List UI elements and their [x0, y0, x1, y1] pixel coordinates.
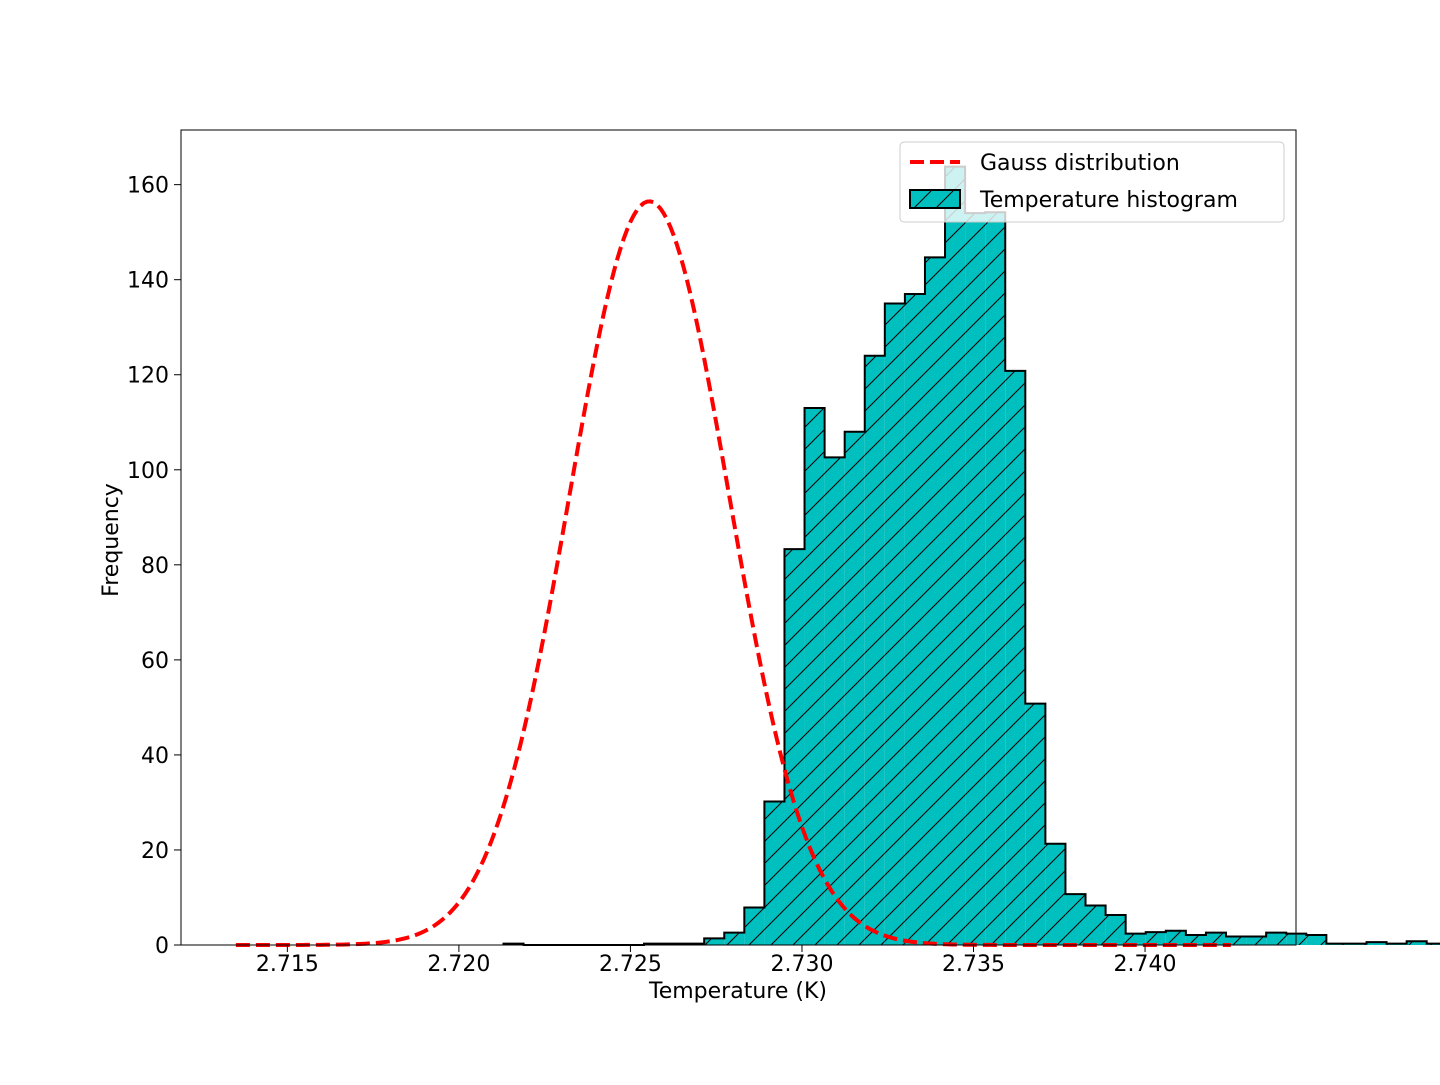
histogram-bar-hatch: [864, 355, 885, 945]
y-tick-label: 100: [127, 459, 169, 484]
histogram-bar-hatch: [904, 293, 925, 945]
histogram-bar-hatch: [985, 212, 1006, 945]
histogram-bar-hatch: [1165, 930, 1186, 945]
x-tick-label: 2.715: [256, 952, 319, 977]
x-axis-ticks: 2.715 2.720 2.725 2.730 2.735 2.740: [256, 945, 1177, 977]
histogram-bar-hatch: [965, 213, 986, 945]
histogram-bar-hatch: [744, 907, 765, 945]
histogram-bar-hatch: [1226, 936, 1247, 945]
legend-histogram-hatch: [910, 190, 960, 208]
histogram-bar-hatch: [1025, 703, 1046, 945]
histogram-bar-hatch: [1045, 843, 1066, 945]
y-tick-label: 0: [155, 934, 169, 959]
y-tick-label: 160: [127, 174, 169, 199]
histogram-bar-hatch: [945, 166, 966, 945]
y-tick-label: 140: [127, 269, 169, 294]
histogram-bar-hatch: [824, 457, 845, 945]
histogram-bar-hatch: [1005, 370, 1026, 945]
histogram-bar-hatch: [804, 408, 825, 945]
y-tick-label: 120: [127, 364, 169, 389]
histogram-bar-hatch: [724, 932, 745, 945]
x-tick-label: 2.740: [1114, 952, 1177, 977]
axes-frame: [180, 129, 1297, 946]
histogram-bar-hatch: [884, 303, 905, 945]
histogram-bar-hatch: [1145, 932, 1166, 945]
x-tick-label: 2.725: [599, 952, 662, 977]
x-tick-label: 2.730: [770, 952, 833, 977]
histogram-outline: [502, 165, 1440, 946]
y-tick-label: 40: [141, 744, 169, 769]
y-axis-ticks: 0 20 40 60 80 100 120 140 160: [127, 174, 181, 959]
histogram-bar-hatch: [844, 431, 865, 945]
y-axis-label: Frequency: [99, 483, 124, 597]
histogram-bar-hatch: [1125, 933, 1146, 945]
histogram-bar-hatch: [784, 549, 805, 945]
histogram-bar-hatch: [924, 257, 946, 945]
legend: Gauss distribution Temperature histogram: [899, 141, 1285, 223]
histogram-bar-hatch: [1065, 894, 1086, 945]
histogram-bar-hatch: [1105, 915, 1126, 945]
histogram-bar-hatch: [1085, 905, 1106, 945]
histogram-bar-hatch: [1266, 932, 1287, 945]
x-tick-label: 2.720: [427, 952, 490, 977]
legend-histogram-label: Temperature histogram: [979, 188, 1238, 213]
histogram-bar-hatch: [1246, 936, 1267, 945]
histogram-bar-hatch: [1366, 942, 1387, 945]
legend-gauss-label: Gauss distribution: [980, 151, 1180, 176]
y-tick-label: 80: [141, 554, 169, 579]
histogram-bars: [503, 166, 1440, 945]
legend-box: [899, 141, 1285, 223]
histogram-bar-hatch: [1185, 935, 1206, 945]
y-tick-label: 20: [141, 839, 169, 864]
x-tick-label: 2.735: [942, 952, 1005, 977]
histogram-bar-hatch: [1406, 941, 1427, 945]
y-tick-label: 60: [141, 649, 169, 674]
histogram-bar-hatch: [704, 938, 725, 945]
histogram-bar-hatch: [764, 801, 785, 945]
histogram-bar-hatch: [1205, 932, 1227, 945]
histogram-bar-hatch: [1306, 935, 1327, 945]
x-axis-label: Temperature (K): [648, 979, 827, 1004]
gauss-curve: [235, 199, 1231, 947]
